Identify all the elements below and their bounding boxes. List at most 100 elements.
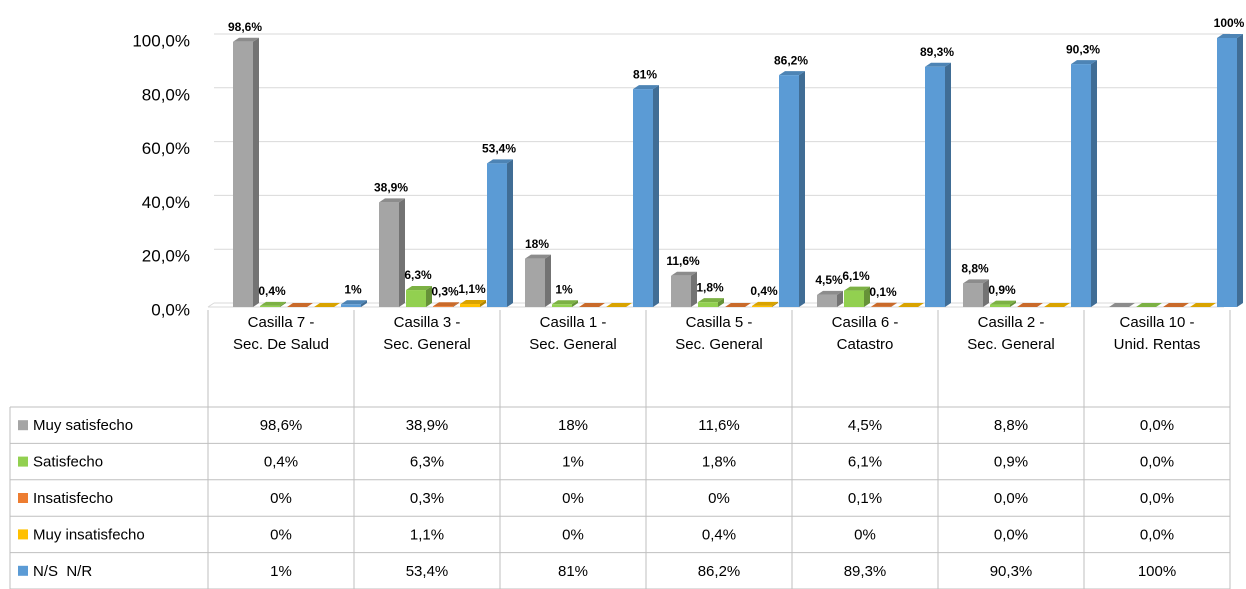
table-cell: 0,1% (848, 490, 882, 507)
table-cell: 0,0% (1140, 454, 1174, 471)
y-tick-label: 40,0% (142, 193, 190, 212)
bar-top (287, 303, 313, 307)
table-cell: 0% (708, 490, 730, 507)
table-cell: 0% (562, 490, 584, 507)
floor-edge (207, 302, 215, 308)
bar-top (871, 302, 897, 307)
bar-side (983, 279, 989, 307)
bar-top (633, 85, 659, 90)
data-label: 6,1% (842, 269, 870, 283)
table-cell: 1,8% (702, 454, 736, 471)
data-label: 0,1% (869, 285, 897, 299)
data-label: 90,3% (1066, 42, 1100, 56)
bar-side (507, 159, 513, 307)
table-cell: 0,0% (994, 490, 1028, 507)
bar (1071, 64, 1091, 307)
data-label: 6,3% (404, 268, 432, 282)
legend-label: Muy insatisfecho (33, 526, 145, 543)
bar-side (361, 300, 367, 307)
bar-top (725, 303, 751, 307)
legend-label: Insatisfecho (33, 490, 113, 507)
x-tick-label: Casilla 7 - Sec. De Salud (233, 314, 329, 353)
table-cell: 53,4% (406, 563, 449, 580)
table-cell: 1% (562, 454, 584, 471)
x-tick-label: Casilla 10 - Unid. Rentas (1113, 314, 1201, 353)
bar (1217, 38, 1237, 307)
legend-key (18, 420, 28, 431)
bar-top (898, 303, 924, 307)
data-label: 4,5% (815, 273, 843, 287)
table-cell: 89,3% (844, 563, 887, 580)
bar (633, 89, 653, 307)
bar-top (525, 254, 551, 259)
bar (752, 305, 772, 307)
bar-side (426, 286, 432, 307)
bar-side (772, 301, 778, 307)
table-cell: 0,4% (702, 526, 736, 543)
legend-label: Muy satisfecho (33, 417, 133, 434)
bar (779, 75, 799, 307)
table-cell: 90,3% (990, 563, 1033, 580)
bar-top (817, 290, 843, 295)
bar-top (1163, 303, 1189, 307)
table-cell: 18% (558, 417, 588, 434)
category-cell: Casilla 10 - Unid. Rentas (1113, 314, 1201, 353)
category-cell: Casilla 3 - Sec. General (383, 314, 471, 353)
table-cell: 81% (558, 563, 588, 580)
category-cell: Casilla 5 - Sec. General (675, 314, 763, 353)
y-tick-label: 100,0% (132, 31, 190, 50)
legend-key (18, 565, 28, 576)
data-label: 1% (555, 282, 573, 296)
bar-side (864, 286, 870, 307)
bar-top (1109, 303, 1135, 307)
category-cell: Casilla 2 - Sec. General (967, 314, 1055, 353)
bar (963, 283, 983, 307)
bar-side (1237, 34, 1243, 307)
bar (990, 304, 1010, 307)
x-tick-label: Casilla 3 - Sec. General (383, 314, 471, 353)
bar (379, 202, 399, 307)
bar-top (406, 286, 432, 291)
bar-top (963, 279, 989, 284)
bar-top (341, 300, 367, 305)
table-cell: 0% (270, 526, 292, 543)
table-cell: 8,8% (994, 417, 1028, 434)
y-tick-label: 0,0% (151, 300, 190, 319)
bar (925, 66, 945, 308)
legend-key (18, 529, 28, 540)
bar-side (572, 300, 578, 307)
bar-top (752, 301, 778, 306)
table-cell: 11,6% (698, 417, 739, 434)
data-label: 53,4% (482, 142, 516, 156)
table-cell: 6,3% (410, 454, 444, 471)
data-label: 38,9% (374, 181, 408, 195)
bar (487, 163, 507, 307)
bar-top (1044, 303, 1070, 307)
bar-top (1017, 303, 1043, 307)
bar-side (653, 85, 659, 307)
bar-side (891, 302, 897, 307)
bar-side (545, 254, 551, 307)
bar-side (399, 198, 405, 307)
bar-top (671, 271, 697, 276)
bar-side (718, 298, 724, 307)
bar-top (233, 37, 259, 42)
data-label: 89,3% (920, 45, 954, 59)
bar (698, 302, 718, 307)
table-cell: 4,5% (848, 417, 882, 434)
x-tick-label: Casilla 2 - Sec. General (967, 314, 1055, 353)
bar (433, 306, 453, 307)
table-cell: 0,4% (264, 454, 298, 471)
bar-top (260, 301, 286, 306)
legend-label: N/S N/R (33, 563, 92, 580)
bar (406, 290, 426, 307)
bar-top (487, 159, 513, 164)
table-cell: 0% (562, 526, 584, 543)
table-cell: 0,0% (1140, 417, 1174, 434)
bar (552, 304, 572, 307)
bar-side (453, 302, 459, 307)
bar-top (844, 286, 870, 291)
bar-top (1190, 303, 1216, 307)
table-cell: 1,1% (410, 526, 444, 543)
table-cell: 100% (1138, 563, 1176, 580)
